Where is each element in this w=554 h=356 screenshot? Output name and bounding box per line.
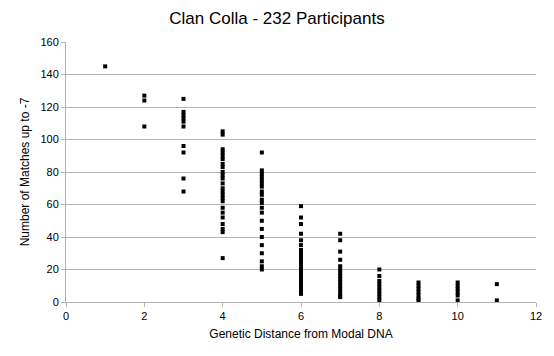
svg-text:40: 40 [47,231,59,243]
svg-text:0: 0 [53,296,59,308]
svg-text:160: 160 [40,36,58,48]
svg-text:Number of Matches up to -7: Number of Matches up to -7 [18,97,32,246]
svg-text:0: 0 [63,310,69,322]
svg-text:Clan Colla - 232 Participants: Clan Colla - 232 Participants [169,9,384,28]
svg-text:60: 60 [47,198,59,210]
svg-text:20: 20 [47,263,59,275]
svg-text:6: 6 [298,310,304,322]
svg-text:80: 80 [47,166,59,178]
svg-text:120: 120 [40,101,58,113]
svg-text:10: 10 [452,310,464,322]
svg-text:8: 8 [376,310,382,322]
svg-text:2: 2 [141,310,147,322]
svg-text:12: 12 [530,310,542,322]
svg-text:4: 4 [220,310,226,322]
svg-text:140: 140 [40,68,58,80]
svg-text:Genetic Distance from Modal DN: Genetic Distance from Modal DNA [209,327,392,341]
svg-text:100: 100 [40,133,58,145]
